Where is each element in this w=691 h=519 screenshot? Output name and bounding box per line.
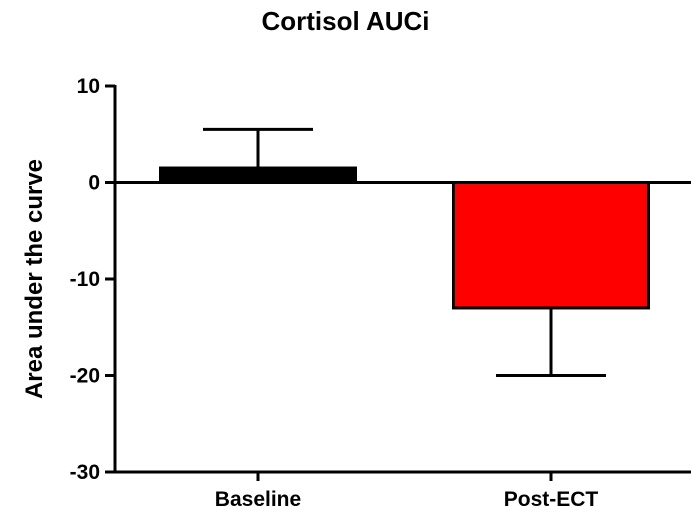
x-tick-label: Post-ECT [504, 488, 599, 511]
chart-title: Cortisol AUCi [261, 6, 430, 36]
y-tick-label: -20 [70, 365, 100, 388]
y-tick-label: 10 [77, 75, 100, 98]
y-tick-label: -30 [70, 461, 100, 484]
bar-baseline [159, 166, 357, 184]
y-tick-label: 0 [88, 172, 100, 195]
bar-post-ect [452, 181, 650, 310]
y-axis-label: Area under the curve [21, 159, 48, 399]
x-tick-label: Baseline [215, 488, 301, 511]
y-tick-label: -10 [70, 268, 100, 291]
